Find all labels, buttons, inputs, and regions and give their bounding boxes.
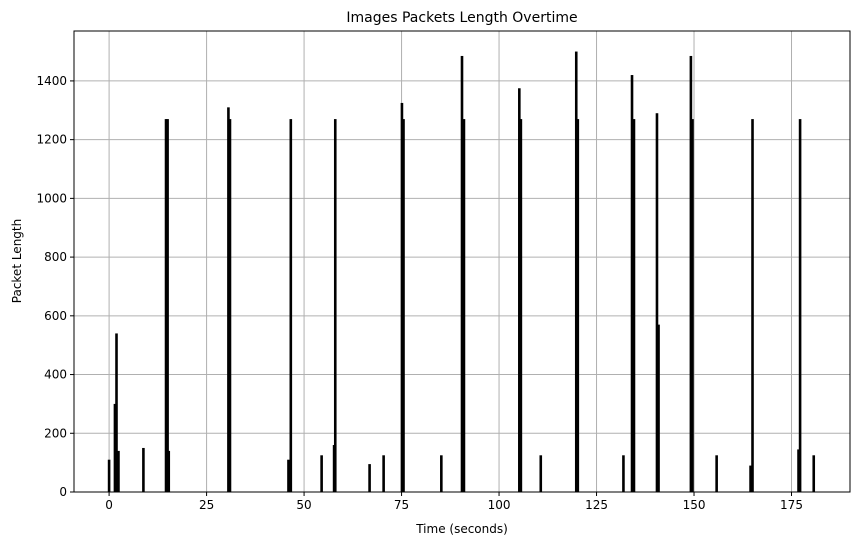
bar-8 [227,107,230,493]
bar-34 [715,455,718,492]
chart-title: Images Packets Length Overtime [346,10,577,26]
bar-5 [164,119,168,492]
bar-20 [460,55,464,493]
bar-26 [576,119,580,492]
bar-25 [574,51,578,493]
bar-35 [749,465,752,492]
bar-18 [402,119,405,492]
x-tick-label-3: 75 [394,498,409,512]
bar-17 [400,102,404,493]
bar-19 [440,455,443,492]
bar-38 [798,119,802,492]
y-tick-label-5: 1000 [36,191,67,205]
bar-14 [333,119,337,492]
bar-7 [167,450,171,492]
bar-0 [107,459,111,492]
bar-29 [632,119,636,492]
y-axis-label: Packet Length [10,219,24,303]
y-tick-label-2: 400 [44,368,67,382]
bar-6 [166,119,169,492]
x-tick-label-4: 100 [488,498,511,512]
bar-32 [689,55,693,493]
bar-10 [287,459,290,492]
bar-33 [691,119,694,492]
plot-frame [73,30,851,493]
bar-27 [622,455,625,492]
bar-22 [518,88,521,492]
bar-16 [382,455,385,492]
bar-23 [519,119,523,492]
bar-4 [142,447,145,492]
y-tick-label-4: 800 [44,250,67,264]
axis-ticks: 0 25 50 75 100 125 150 175 0 200 400 600 800 1000 1200… [36,74,803,512]
bar-36 [751,119,754,492]
bar-21 [462,119,466,492]
x-tick-label-2: 50 [296,498,311,512]
x-tick-label-5: 125 [585,498,608,512]
bar-31 [657,324,660,492]
x-tick-label-6: 150 [683,498,706,512]
bar-15 [368,464,371,492]
bar-28 [630,75,634,492]
y-tick-label-6: 1200 [36,133,67,147]
bar-9 [228,119,232,492]
x-tick-label-7: 175 [780,498,803,512]
bar-37 [797,449,800,492]
bar-1 [113,403,117,492]
bar-12 [320,455,323,492]
bar-3 [117,450,120,492]
bar-24 [539,455,543,492]
bar-2 [115,333,118,492]
y-tick-label-7: 1400 [36,74,67,88]
bar-30 [655,113,659,493]
x-tick-label-0: 0 [105,498,113,512]
bar-39 [812,455,816,492]
x-tick-label-1: 25 [199,498,214,512]
y-tick-label-1: 200 [44,426,67,440]
x-axis-label: Time (seconds) [415,522,508,536]
bars [107,51,816,493]
y-tick-label-0: 0 [59,485,67,499]
bar-11 [289,119,293,492]
y-tick-label-3: 600 [44,309,67,323]
